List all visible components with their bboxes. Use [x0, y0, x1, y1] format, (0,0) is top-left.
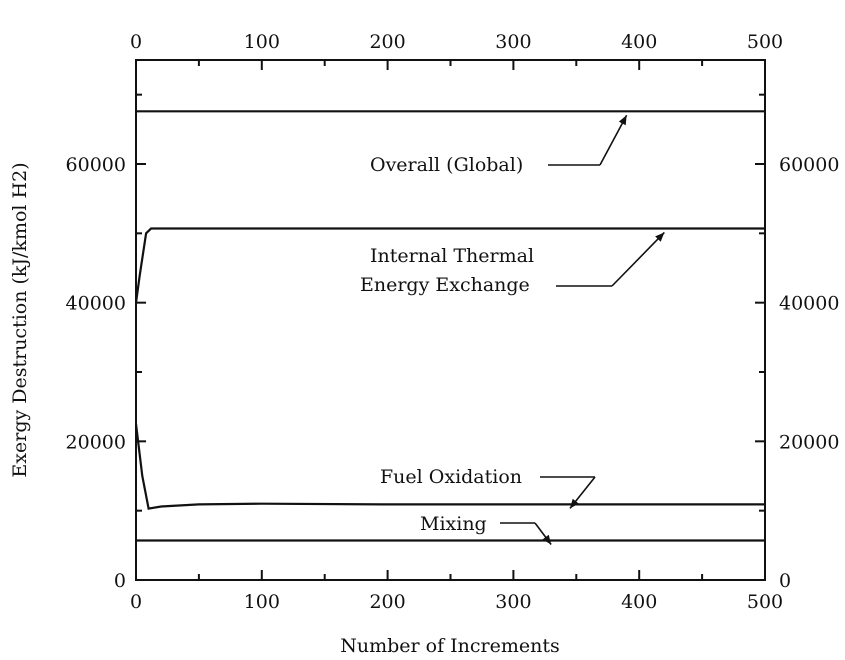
leader-overall-arrow-head [618, 115, 627, 126]
x-tick-label-top: 100 [244, 31, 280, 53]
annotation-leaders [500, 114, 665, 545]
x-tick-label-bottom: 400 [621, 591, 657, 613]
leader-mixing-arrow-head [542, 534, 552, 545]
annotation-overall: Overall (Global) [370, 154, 523, 176]
x-tick-label-bottom: 100 [244, 591, 280, 613]
annotation-internal-thermal-line1: Internal Thermal [370, 245, 534, 267]
leader-overall-arrow [599, 114, 628, 166]
y-tick-label-right: 20000 [779, 431, 839, 453]
leader-internal-arrow [611, 231, 665, 287]
x-tick-label-top: 500 [747, 31, 783, 53]
leader-internal-arrow-head [655, 232, 665, 242]
annotation-mixing: Mixing [420, 513, 487, 535]
x-tick-label-top: 200 [369, 31, 405, 53]
x-axis-title: Number of Increments [340, 635, 560, 657]
y-tick-label-right: 0 [779, 570, 791, 592]
leader-fuel-arrow-head [570, 498, 579, 509]
y-tick-label-left: 20000 [66, 431, 126, 453]
x-tick-label-top: 300 [495, 31, 531, 53]
x-tick-label-bottom: 300 [495, 591, 531, 613]
y-tick-label-right: 40000 [779, 293, 839, 315]
x-tick-label-bottom: 500 [747, 591, 783, 613]
plot-frame [135, 59, 766, 581]
axis-ticks [135, 60, 766, 581]
annotation-fuel-oxidation: Fuel Oxidation [380, 466, 522, 488]
x-tick-label-top: 400 [621, 31, 657, 53]
x-tick-label-bottom: 200 [369, 591, 405, 613]
series-line-1 [134, 227, 765, 303]
x-tick-label-bottom: 0 [130, 591, 142, 613]
annotation-internal-thermal-line2: Energy Exchange [360, 274, 530, 296]
x-tick-label-top: 0 [130, 31, 142, 53]
y-tick-label-left: 60000 [66, 154, 126, 176]
y-tick-label-left: 0 [114, 570, 126, 592]
y-axis-title: Exergy Destruction (kJ/kmol H2) [9, 162, 31, 477]
series-lines [134, 110, 765, 542]
y-tick-label-right: 60000 [779, 154, 839, 176]
y-tick-label-left: 40000 [66, 293, 126, 315]
